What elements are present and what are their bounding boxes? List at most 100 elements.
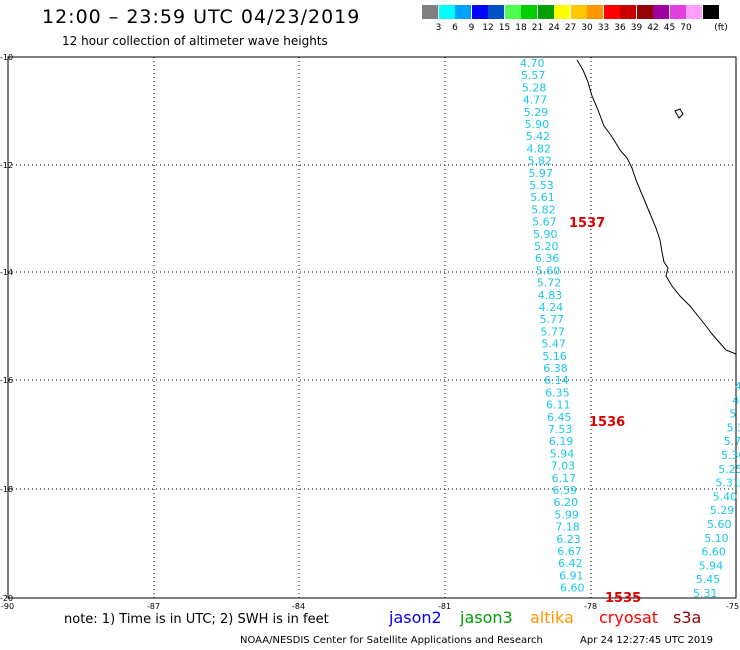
time-label: 1536 (589, 415, 625, 430)
scale-label: 70 (680, 23, 692, 33)
wave-height-value: 6.67 (557, 545, 582, 558)
time-label: 1537 (569, 216, 605, 231)
wave-height-value: 5.82 (527, 155, 552, 168)
island (674, 108, 684, 119)
scale-swatch (702, 5, 719, 19)
wave-height-value: 5.67 (532, 216, 557, 229)
scale-label: 33 (597, 23, 610, 33)
credit-line: NOAA/NESDIS Center for Satellite Applica… (240, 635, 543, 646)
wave-height-value: 5.57 (521, 69, 546, 82)
scale-swatch (422, 5, 438, 19)
wave-height-value: 5.3 (727, 421, 740, 434)
satellite-cryosat: cryosat (599, 608, 659, 627)
scale-label: 15 (498, 23, 511, 33)
coastline (576, 59, 737, 355)
wave-height-value: 5.90 (533, 228, 558, 241)
latitude-labels: -10 -12 -14 -16 -18 -20 (0, 53, 13, 603)
scale-swatch (504, 5, 521, 19)
wave-height-value: 4 (735, 380, 740, 393)
satellite-jason3: jason3 (460, 608, 513, 627)
scale-swatch (554, 5, 570, 19)
wave-height-value: 6.19 (549, 435, 574, 448)
lat-label: -18 (0, 485, 13, 494)
map-title: 12:00 – 23:59 UTC 04/23/2019 (42, 6, 361, 28)
scale-unit: (ft) (714, 23, 728, 33)
map-frame (7, 56, 737, 599)
wave-height-value: 5.94 (699, 559, 724, 572)
wave-height-value: 4 (732, 394, 739, 407)
wave-height-value: 5.40 (713, 490, 738, 503)
scale-swatch (438, 5, 455, 19)
scale-label: 27 (564, 23, 577, 33)
scale-swatch (521, 5, 537, 19)
satellite-jason2: jason2 (389, 608, 442, 627)
wave-height-value: 6.11 (546, 399, 571, 412)
wave-height-value: 6.14 (544, 374, 569, 387)
wave-height-value: 4.70 (520, 57, 545, 70)
lon-label: -81 (438, 602, 451, 611)
scale-label: 39 (630, 23, 643, 33)
lat-label: -12 (0, 161, 13, 170)
wave-height-value: 5.45 (696, 573, 721, 586)
generated-timestamp: Apr 24 12:27:45 UTC 2019 (580, 635, 713, 646)
wave-height-value: 6.59 (553, 484, 578, 497)
scale-label: 45 (663, 23, 676, 33)
scale-label: 9 (468, 23, 475, 33)
lat-label: -10 (0, 53, 13, 62)
lat-label: -20 (0, 594, 13, 603)
scale-swatch (570, 5, 587, 19)
wave-height-value: 6.17 (552, 472, 577, 485)
wave-height-value: 5.10 (704, 532, 729, 545)
wave-height-value: 5.29 (710, 504, 735, 517)
wave-height-value: 5.60 (536, 264, 561, 277)
wave-height-value: 5.31 (715, 477, 740, 490)
scale-swatch (537, 5, 554, 19)
lon-label: -78 (584, 602, 597, 611)
wave-height-value: 5.7 (724, 435, 740, 448)
wave-height-value: 5.28 (522, 81, 547, 94)
scale-label: 6 (452, 23, 458, 33)
wave-height-value: 6.60 (560, 582, 585, 595)
units-note: note: 1) Time is in UTC; 2) SWH is in fe… (64, 612, 329, 627)
scale-label: 36 (614, 23, 626, 33)
map-subtitle: 12 hour collection of altimeter wave hei… (62, 34, 328, 48)
altimeter-track-b: 4455.35.75.305.255.315.405.295.605.106.6… (693, 380, 740, 600)
wave-height-value: 5.20 (534, 240, 559, 253)
scale-swatch (488, 5, 504, 19)
scale-swatch (603, 5, 620, 19)
wave-height-value: 4.83 (538, 289, 563, 302)
wave-height-value: 5.25 (718, 463, 740, 476)
longitude-labels: -90 -87 -84 -81 -78 -75 (1, 602, 739, 611)
wave-height-value: 6.23 (556, 533, 581, 546)
scale-swatch (587, 5, 603, 19)
scale-label: 42 (647, 23, 659, 33)
wave-height-value: 5.99 (554, 508, 579, 521)
scale-swatch (686, 5, 702, 19)
wave-height-value: 5.31 (693, 587, 718, 600)
lon-label: -84 (292, 602, 305, 611)
wave-height-value: 6.20 (553, 496, 578, 509)
wave-height-value: 5.29 (524, 106, 549, 119)
wave-height-value: 7.03 (551, 460, 576, 473)
wave-height-value: 5.90 (525, 118, 550, 131)
scale-swatch (471, 5, 488, 19)
lat-label: -16 (0, 376, 13, 385)
wave-height-value: 6.36 (535, 252, 560, 265)
scale-label: 18 (515, 23, 527, 33)
wave-height-value: 6.60 (701, 546, 726, 559)
wave-height-value: 6.35 (545, 386, 570, 399)
graticule (8, 57, 736, 598)
wave-height-value: 5.47 (541, 338, 566, 351)
scale-label: 3 (435, 23, 442, 33)
wave-height-value: 5.82 (531, 203, 556, 216)
scale-swatch (620, 5, 636, 19)
scale-swatch (669, 5, 686, 19)
wave-height-value: 6.45 (547, 411, 572, 424)
lon-label: -75 (726, 602, 739, 611)
satellite-altika: altika (530, 608, 574, 627)
scale-swatch (455, 5, 471, 19)
wave-height-value: 5.60 (707, 518, 732, 531)
wave-height-value: 5.53 (529, 179, 554, 192)
lon-label: -90 (1, 602, 14, 611)
